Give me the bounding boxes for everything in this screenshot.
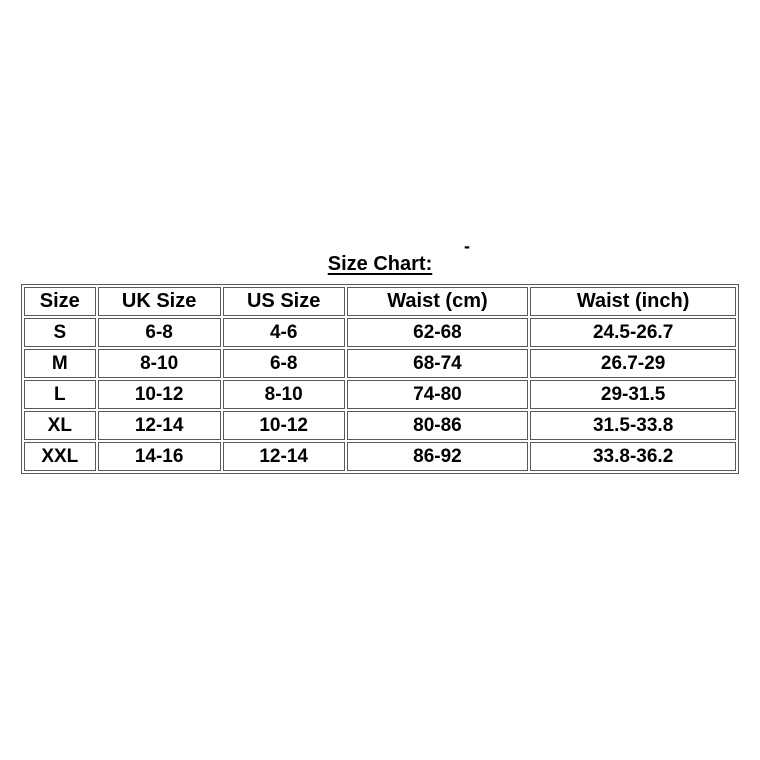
header-cell-size: Size xyxy=(24,287,96,316)
cell-uk-size: 10-12 xyxy=(97,380,221,409)
table-row-l: L 10-12 8-10 74-80 29-31.5 xyxy=(24,380,736,409)
cell-waist-inch: 31.5-33.8 xyxy=(530,411,736,440)
stray-dash-mark: - xyxy=(464,236,470,256)
cell-uk-size: 14-16 xyxy=(97,442,221,471)
table-header-row: Size UK Size US Size Waist (cm) Waist (i… xyxy=(24,287,736,316)
cell-waist-cm: 80-86 xyxy=(346,411,529,440)
cell-waist-cm: 74-80 xyxy=(346,380,529,409)
cell-waist-cm: 86-92 xyxy=(346,442,529,471)
table-row-m: M 8-10 6-8 68-74 26.7-29 xyxy=(24,349,736,378)
cell-size-label: M xyxy=(24,349,96,378)
cell-waist-inch: 26.7-29 xyxy=(530,349,736,378)
cell-uk-size: 12-14 xyxy=(97,411,221,440)
cell-us-size: 12-14 xyxy=(222,442,345,471)
size-chart-title-row: Size Chart: xyxy=(0,253,760,276)
cell-size-label: S xyxy=(24,318,96,347)
header-cell-uk-size: UK Size xyxy=(97,287,221,316)
cell-size-label: XXL xyxy=(24,442,96,471)
cell-size-label: XL xyxy=(24,411,96,440)
cell-uk-size: 6-8 xyxy=(97,318,221,347)
cell-waist-cm: 62-68 xyxy=(346,318,529,347)
cell-waist-cm: 68-74 xyxy=(346,349,529,378)
cell-waist-inch: 33.8-36.2 xyxy=(530,442,736,471)
cell-us-size: 10-12 xyxy=(222,411,345,440)
cell-uk-size: 8-10 xyxy=(97,349,221,378)
cell-us-size: 6-8 xyxy=(222,349,345,378)
cell-us-size: 4-6 xyxy=(222,318,345,347)
header-cell-waist-cm: Waist (cm) xyxy=(346,287,529,316)
page-title: Size Chart: xyxy=(327,253,433,275)
header-cell-us-size: US Size xyxy=(222,287,345,316)
table-row-xxl: XXL 14-16 12-14 86-92 33.8-36.2 xyxy=(24,442,736,471)
cell-waist-inch: 24.5-26.7 xyxy=(530,318,736,347)
cell-size-label: L xyxy=(24,380,96,409)
cell-waist-inch: 29-31.5 xyxy=(530,380,736,409)
table-row-s: S 6-8 4-6 62-68 24.5-26.7 xyxy=(24,318,736,347)
cell-us-size: 8-10 xyxy=(222,380,345,409)
size-chart-table: Size UK Size US Size Waist (cm) Waist (i… xyxy=(21,284,739,474)
table-row-xl: XL 12-14 10-12 80-86 31.5-33.8 xyxy=(24,411,736,440)
header-cell-waist-inch: Waist (inch) xyxy=(530,287,736,316)
